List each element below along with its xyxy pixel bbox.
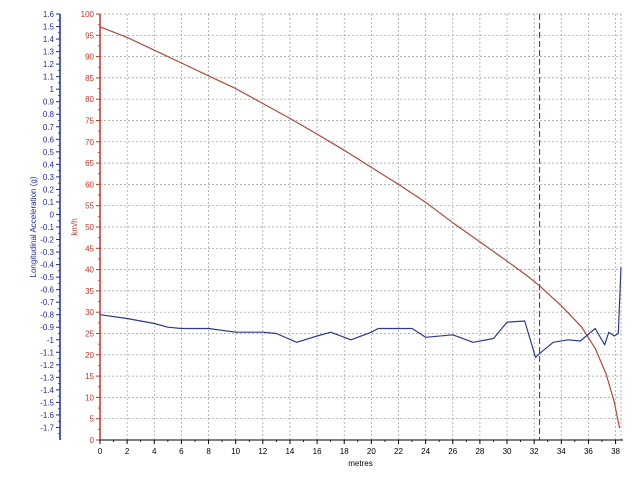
speed-tick-label: 55 xyxy=(85,202,94,211)
acceleration-tick-label: -1.6 xyxy=(40,411,54,420)
speed-tick-label: 0 xyxy=(90,436,95,445)
speed-tick-label: 80 xyxy=(85,95,94,104)
acceleration-tick-label: -0.2 xyxy=(40,236,54,245)
speed-tick-label: 60 xyxy=(85,180,94,189)
x-tick-label: 26 xyxy=(448,447,457,456)
x-tick-label: 10 xyxy=(231,447,240,456)
speed-tick-label: 65 xyxy=(85,159,94,168)
x-tick-label: 38 xyxy=(611,447,620,456)
speed-tick-label: 40 xyxy=(85,266,94,275)
x-tick-label: 16 xyxy=(313,447,322,456)
acceleration-axis-title: Longitudinal Acceleration (g) xyxy=(29,176,38,277)
acceleration-tick-label: 1.3 xyxy=(43,48,55,57)
speed-axis-title: km/h xyxy=(70,218,79,235)
speed-tick-label: 15 xyxy=(85,372,94,381)
speed-tick-label: 95 xyxy=(85,31,94,40)
speed-tick-label: 75 xyxy=(85,117,94,126)
x-tick-label: 28 xyxy=(475,447,484,456)
acceleration-tick-label: 0.1 xyxy=(43,198,55,207)
acceleration-tick-label: 0.7 xyxy=(43,123,55,132)
x-tick-label: 22 xyxy=(394,447,403,456)
acceleration-tick-label: 1 xyxy=(50,85,55,94)
acceleration-tick-label: -0.8 xyxy=(40,311,54,320)
speed-tick-label: 25 xyxy=(85,330,94,339)
x-tick-label: 32 xyxy=(530,447,539,456)
speed-tick-label: 30 xyxy=(85,308,94,317)
x-tick-label: 12 xyxy=(258,447,267,456)
speed-tick-label: 20 xyxy=(85,351,94,360)
x-tick-label: 24 xyxy=(421,447,430,456)
x-tick-label: 6 xyxy=(179,447,184,456)
acceleration-tick-label: -0.7 xyxy=(40,298,54,307)
speed-tick-label: 5 xyxy=(90,415,95,424)
acceleration-tick-label: 0 xyxy=(50,210,55,219)
speed-tick-label: 85 xyxy=(85,74,94,83)
acceleration-tick-label: -1.7 xyxy=(40,423,54,432)
acceleration-tick-label: 0.2 xyxy=(43,185,55,194)
speed-tick-label: 90 xyxy=(85,53,94,62)
acceleration-tick-label: 0.4 xyxy=(43,160,55,169)
x-axis-title: metres xyxy=(348,459,372,468)
speed-tick-label: 35 xyxy=(85,287,94,296)
acceleration-tick-label: -0.3 xyxy=(40,248,54,257)
acceleration-tick-label: 0.8 xyxy=(43,110,55,119)
x-tick-label: 20 xyxy=(367,447,376,456)
acceleration-tick-label: -0.1 xyxy=(40,223,54,232)
acceleration-tick-label: -1.5 xyxy=(40,398,54,407)
speed-series-line xyxy=(99,26,621,429)
acceleration-tick-label: 1.1 xyxy=(43,73,55,82)
acceleration-tick-label: 0.5 xyxy=(43,148,55,157)
x-tick-label: 0 xyxy=(98,447,103,456)
x-tick-label: 18 xyxy=(340,447,349,456)
acceleration-tick-label: -0.4 xyxy=(40,261,54,270)
acceleration-tick-label: 1.5 xyxy=(43,23,55,32)
x-tick-label: 8 xyxy=(206,447,211,456)
acceleration-tick-label: -1.1 xyxy=(40,348,54,357)
acceleration-tick-label: 1.6 xyxy=(43,10,55,19)
acceleration-tick-label: 0.3 xyxy=(43,173,55,182)
acceleration-tick-label: 1.2 xyxy=(43,60,55,69)
acceleration-tick-label: 1.4 xyxy=(43,35,55,44)
acceleration-tick-label: -1.2 xyxy=(40,361,54,370)
x-tick-label: 14 xyxy=(285,447,294,456)
x-tick-label: 4 xyxy=(152,447,157,456)
acceleration-series-line xyxy=(99,267,622,358)
acceleration-tick-label: -0.9 xyxy=(40,323,54,332)
acceleration-tick-label: 0.9 xyxy=(43,98,55,107)
x-tick-label: 34 xyxy=(557,447,566,456)
acceleration-tick-label: -1.3 xyxy=(40,373,54,382)
acceleration-tick-label: -0.5 xyxy=(40,273,54,282)
speed-tick-label: 70 xyxy=(85,138,94,147)
x-tick-label: 36 xyxy=(584,447,593,456)
acceleration-tick-label: -0.6 xyxy=(40,286,54,295)
x-tick-label: 2 xyxy=(125,447,130,456)
speed-tick-label: 50 xyxy=(85,223,94,232)
speed-tick-label: 45 xyxy=(85,244,94,253)
speed-tick-label: 100 xyxy=(81,10,95,19)
acceleration-tick-label: -1 xyxy=(47,336,55,345)
acceleration-tick-label: -1.4 xyxy=(40,386,54,395)
x-tick-label: 30 xyxy=(503,447,512,456)
speed-tick-label: 10 xyxy=(85,393,94,402)
acceleration-tick-label: 0.6 xyxy=(43,135,55,144)
